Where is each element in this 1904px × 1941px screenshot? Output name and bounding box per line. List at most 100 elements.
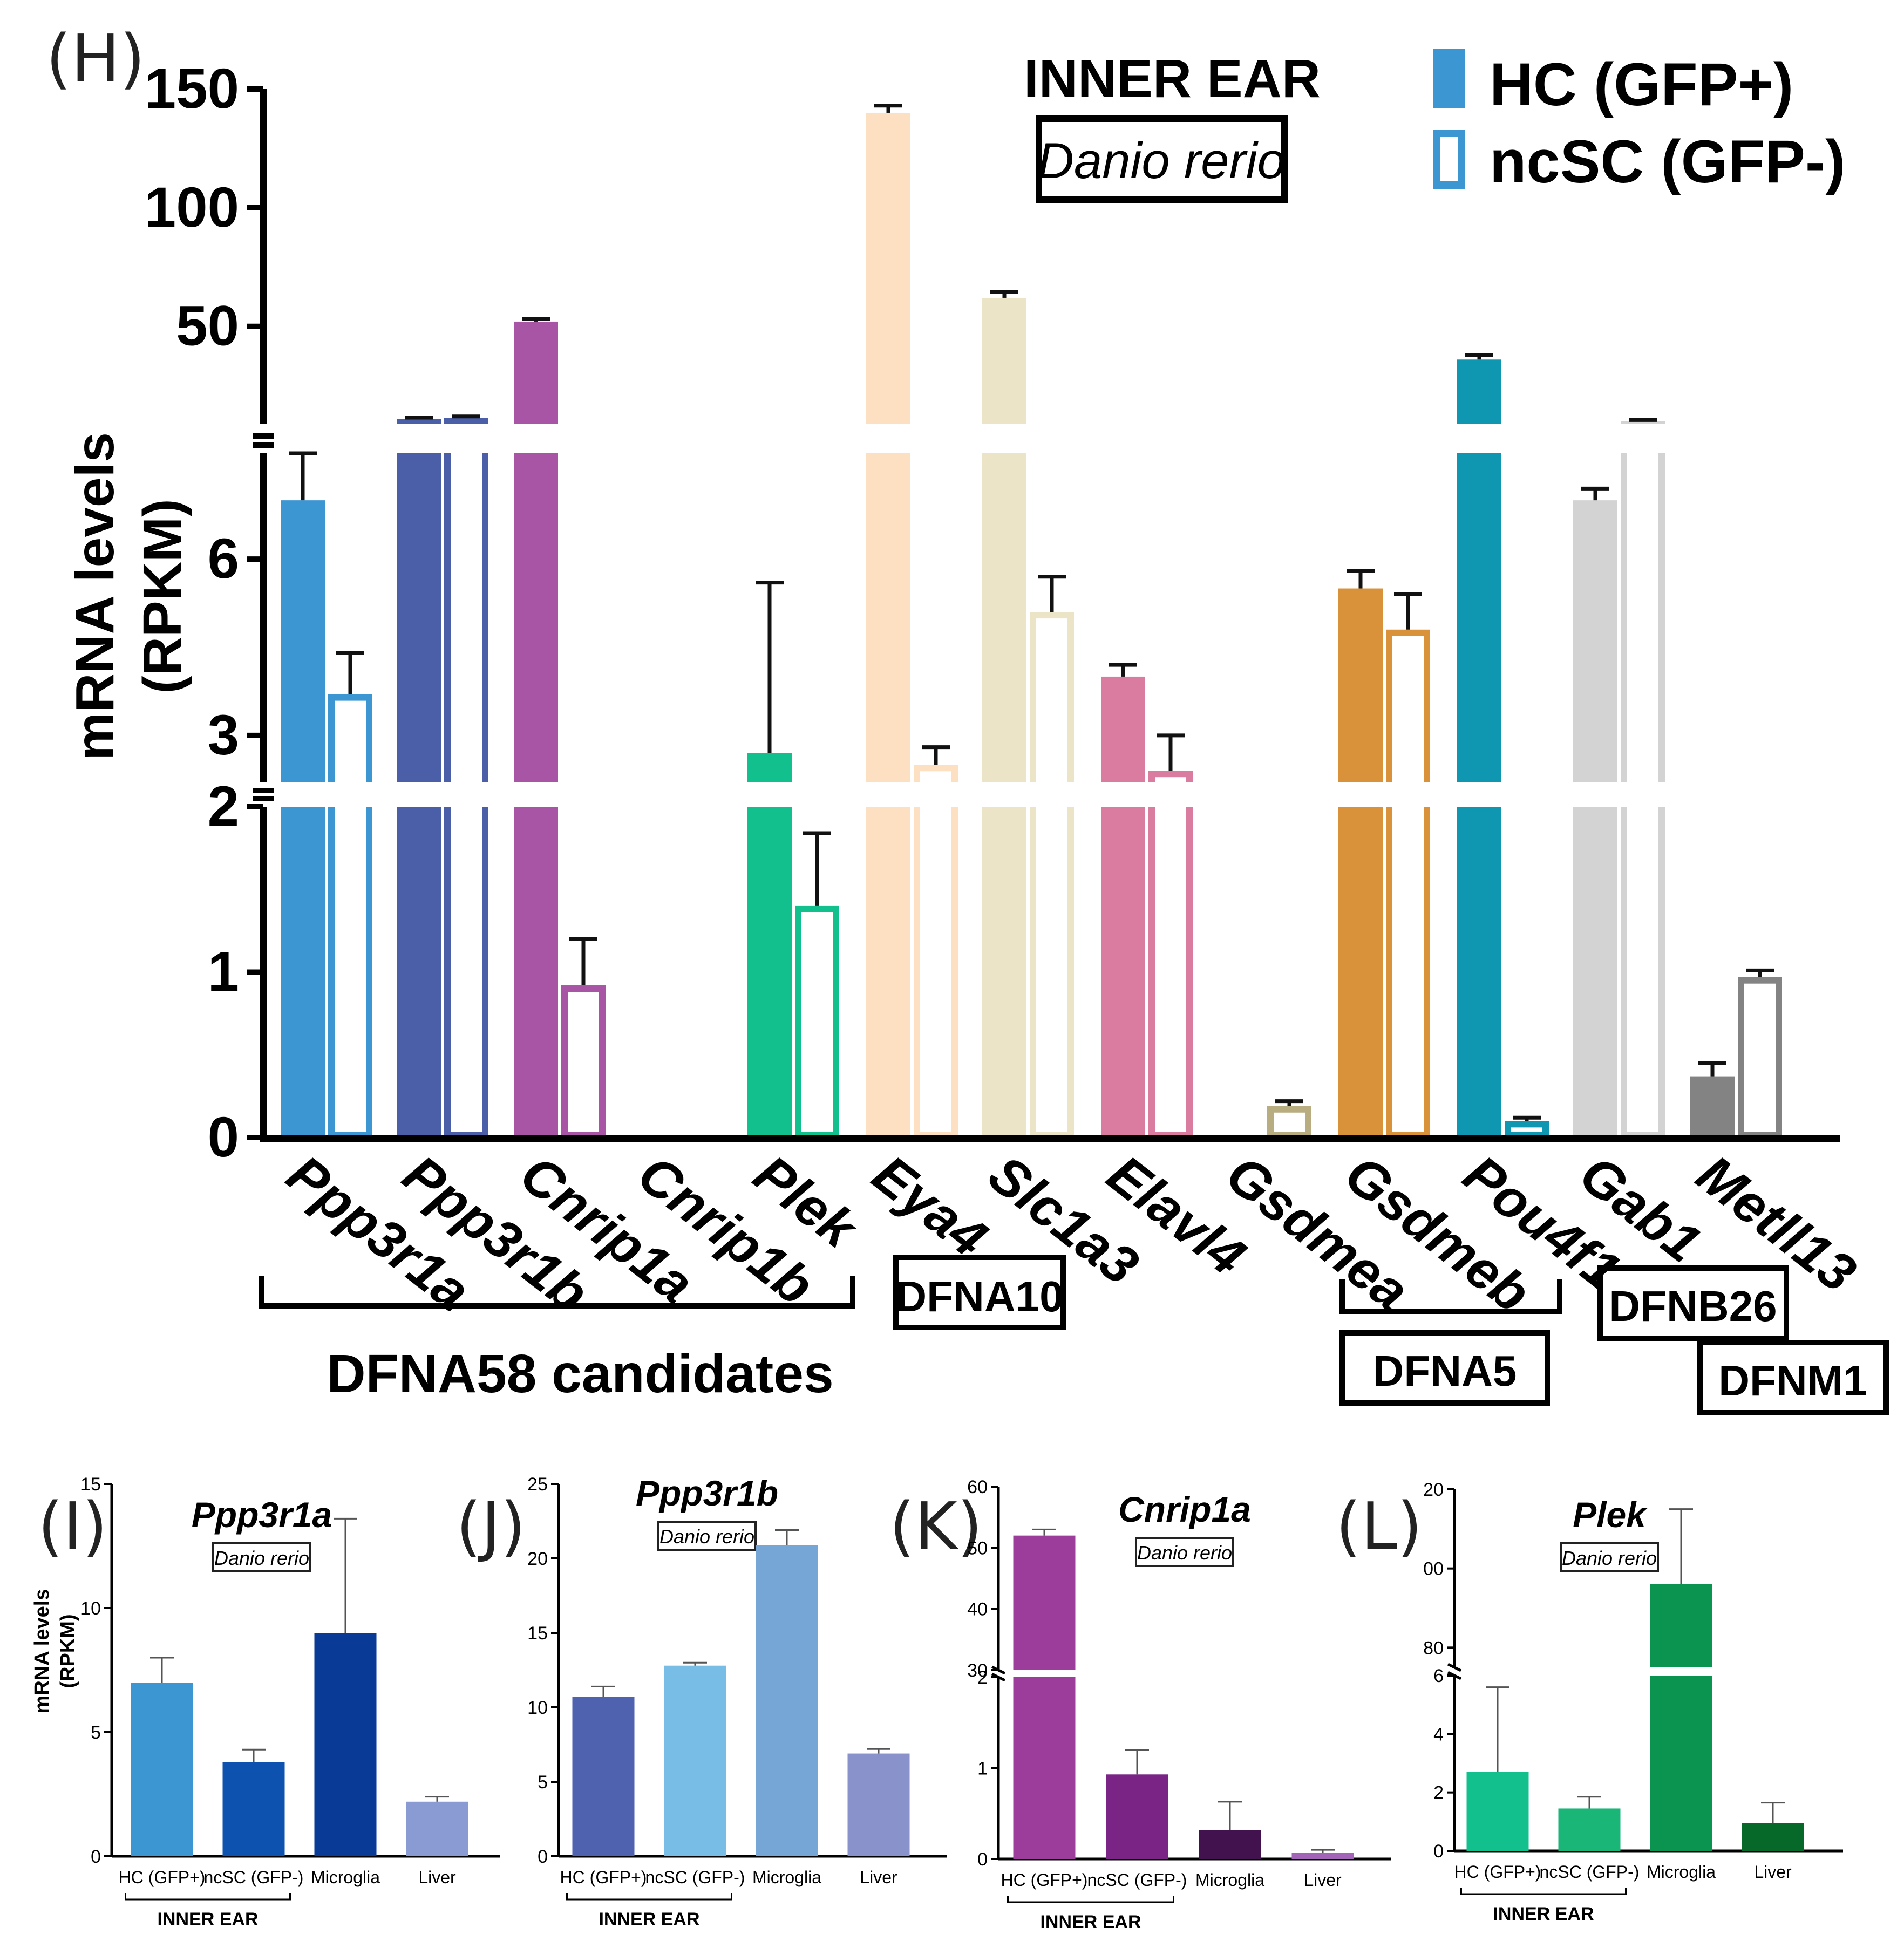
species-box — [1135, 1537, 1234, 1567]
bar-break-gap — [1571, 782, 1620, 807]
bar-hc-gfp — [1013, 1535, 1076, 1859]
bar-break-gap — [512, 782, 560, 807]
species-box — [1560, 1542, 1659, 1572]
y-tick-label: 10 — [80, 1598, 101, 1619]
bar-hc-slc1a3 — [982, 297, 1026, 1135]
panel-i: (I) Ppp3r1a Danio rerio mRNA levels (RPKM) 0 5… — [31, 1474, 500, 1930]
y-tick-label: 6 — [1433, 1666, 1444, 1686]
species-label: Danio rerio — [1037, 132, 1286, 189]
y-tick-label: 20 — [1423, 1480, 1444, 1500]
y-tick-label: 1 — [208, 941, 239, 1004]
x-label-eya4: Eya4 — [861, 1143, 998, 1269]
y-tick-label: 15 — [527, 1623, 548, 1644]
bar-hc-cnrip1a — [514, 321, 558, 1135]
bar-hc-gfp — [572, 1697, 635, 1856]
x-label-metll13: Metll13 — [1685, 1143, 1867, 1304]
axis-break-mark — [1447, 1663, 1462, 1672]
bar-hc-gfp — [131, 1683, 193, 1856]
panel-k: (K) Cnrip1a Danio rerio 0 1 230 40 50 60 HC (GFP+… — [889, 1477, 1391, 1932]
bar-break-gap — [278, 782, 327, 807]
inner-ear-bracket — [125, 1893, 291, 1901]
y-tick-label: 2 — [208, 775, 239, 838]
panel-title: Ppp3r1b — [636, 1473, 778, 1513]
bar-liver — [1742, 1823, 1804, 1851]
bar-ncsc-metll13 — [1738, 977, 1782, 1139]
bar-break-gap — [1649, 1667, 1713, 1676]
bar-hc-ppp3r1a — [281, 500, 325, 1136]
x-label-liver: Liver — [418, 1868, 456, 1887]
y-tick-label: 2 — [977, 1667, 988, 1688]
bar-ncsc-ppp3r1b — [444, 418, 488, 1139]
y-tick-label: 80 — [1423, 1638, 1444, 1658]
bar-hc-pou4f1 — [1457, 359, 1501, 1135]
bar-ncsc-gsdmea — [1267, 1106, 1311, 1139]
x-label-hc-gfp: HC (GFP+) — [1454, 1862, 1541, 1882]
y-axis-label-line1: mRNA levels — [65, 432, 125, 760]
x-label-microglia: Microglia — [1195, 1870, 1264, 1890]
x-label-ncsc-gfp: ncSC (GFP-) — [645, 1868, 745, 1887]
species-box — [657, 1521, 757, 1551]
dfna5-label: DFNA5 — [1373, 1347, 1517, 1395]
bar-break-gap — [864, 782, 913, 807]
inner-ear-label: INNER EAR — [1493, 1904, 1594, 1924]
x-label-hc-gfp: HC (GFP+) — [119, 1868, 206, 1887]
panel-letter: (I) — [38, 1489, 107, 1564]
species-label: Danio rerio — [1562, 1547, 1657, 1569]
y-tick-label: 2 — [1433, 1783, 1444, 1803]
bar-break-gap — [395, 782, 443, 807]
y-tick-label: 3 — [208, 704, 239, 767]
bar-microglia — [1650, 1584, 1712, 1851]
panel-title: Ppp3r1a — [192, 1495, 332, 1535]
x-label-microglia: Microglia — [311, 1868, 380, 1887]
bar-ncsc-cnrip1a — [561, 985, 606, 1139]
inner-ear-bracket — [1007, 1896, 1174, 1903]
inner-ear-bracket — [1460, 1888, 1627, 1895]
x-label-ncsc-gfp: ncSC (GFP-) — [1540, 1862, 1640, 1882]
y-tick-label: 4 — [1433, 1724, 1444, 1745]
y-tick-label: 0 — [1433, 1841, 1444, 1862]
dfnb26-label: DFNB26 — [1609, 1282, 1777, 1330]
bar-break-gap — [326, 782, 375, 807]
bar-hc-metll13 — [1690, 1076, 1735, 1135]
x-label-ncsc-gfp: ncSC (GFP-) — [204, 1868, 304, 1887]
bar-break-gap — [1384, 782, 1432, 807]
dfna58-bracket — [259, 1276, 855, 1309]
bar-break-gap — [1146, 782, 1195, 807]
bar-break-gap — [745, 782, 794, 807]
dfnm1-label: DFNM1 — [1718, 1357, 1867, 1405]
inner-ear-title: INNER EAR — [1024, 49, 1321, 109]
y-tick-label: 60 — [967, 1477, 988, 1497]
bar-break-gap — [1455, 424, 1504, 453]
panel-j: (J) Ppp3r1b Danio rerio 0 5 10 15 20 25 HC (GFP+)… — [456, 1473, 947, 1930]
bar-break-gap — [1619, 782, 1667, 807]
bar-break-gap — [912, 782, 960, 807]
bar-ncsc-gab1 — [1621, 421, 1665, 1139]
panel-h: (H) HC (GFP+) ncSC (GFP-) INNER EAR Dani… — [46, 22, 1889, 1415]
dfna5-box — [1339, 1330, 1550, 1406]
bar-ncsc-plek — [795, 905, 839, 1139]
bar-ncsc-gfp — [664, 1665, 726, 1856]
x-label-microglia: Microglia — [752, 1868, 821, 1887]
bar-ncsc-slc1a3 — [1030, 612, 1074, 1139]
y-axis-label-line2: (RPKM) — [132, 499, 193, 693]
y-tick-label: 30 — [967, 1660, 988, 1681]
y-tick-label: 0 — [208, 1106, 239, 1169]
bar-hc-gfp — [1466, 1772, 1529, 1851]
y-tick-label: 40 — [967, 1599, 988, 1620]
bar-break-gap — [1455, 782, 1504, 807]
bar-ncsc-gfp — [222, 1762, 285, 1856]
dfna10-label: DFNA10 — [895, 1272, 1063, 1320]
bar-microglia — [314, 1633, 377, 1856]
bar-liver — [406, 1801, 468, 1856]
bar-break-gap — [1028, 782, 1076, 807]
panel-letter: (L) — [1336, 1489, 1423, 1564]
y-tick-label: 50 — [967, 1538, 988, 1558]
dfnb26-box — [1597, 1265, 1789, 1341]
bar-ncsc-gfp — [1558, 1808, 1621, 1851]
y-tick-label: 0 — [538, 1847, 548, 1867]
y-tick-label: 15 — [80, 1474, 101, 1495]
x-label-liver: Liver — [1304, 1870, 1342, 1890]
y-axis-label-line1: mRNA levels — [31, 1589, 53, 1714]
bar-microglia — [756, 1545, 818, 1856]
legend-ncsc-swatch — [1433, 130, 1465, 189]
